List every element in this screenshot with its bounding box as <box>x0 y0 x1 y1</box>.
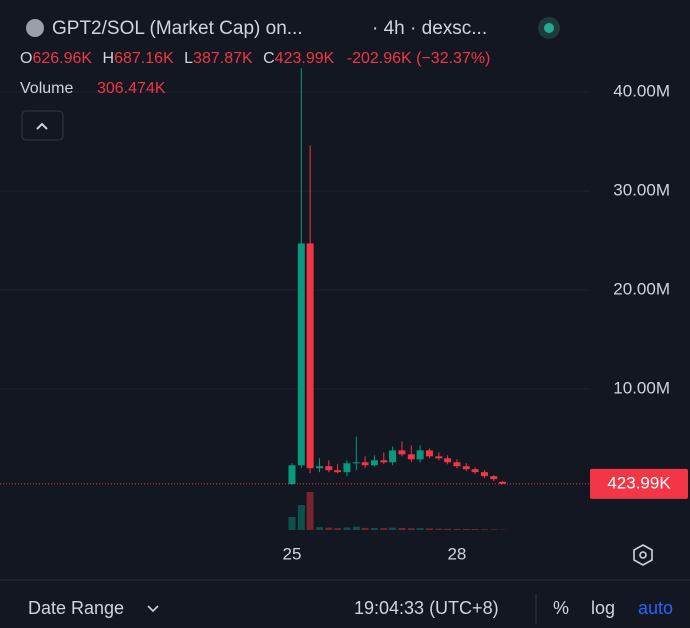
auto-toggle[interactable]: auto <box>638 598 673 618</box>
volume-bar <box>444 528 452 530</box>
candle-body <box>490 476 498 480</box>
volume-bar <box>453 528 461 530</box>
h-value: 687.16K <box>114 50 174 67</box>
candle-body <box>480 472 488 477</box>
c-value: 423.99K <box>275 50 335 67</box>
candle-body <box>288 465 296 485</box>
volume-bar <box>343 527 351 530</box>
candle-body <box>361 462 369 466</box>
volume-value: 306.474K <box>97 80 166 97</box>
volume-bar <box>288 517 296 530</box>
volume-bar <box>471 529 479 530</box>
volume-bar <box>425 528 433 530</box>
gear-hole <box>639 551 647 559</box>
volume-bar <box>306 492 314 530</box>
x-tick-label: 25 <box>283 544 302 563</box>
clock: 19:04:33 (UTC+8) <box>354 598 499 618</box>
interval: · 4h · dexsc... <box>372 18 487 39</box>
volume-bar <box>490 529 498 530</box>
candle-body <box>499 481 507 484</box>
volume-bar <box>325 527 333 530</box>
candle-body <box>352 462 360 464</box>
plot: 10.00M 20.00M 30.00M 40.00M 25 28 423.99K <box>0 68 688 563</box>
volume-bar <box>380 528 388 530</box>
candle-body <box>453 462 461 467</box>
percent-toggle[interactable]: % <box>553 598 569 618</box>
log-toggle[interactable]: log <box>591 598 615 618</box>
volume-bar <box>435 528 443 530</box>
y-tick-label: 20.00M <box>613 279 670 298</box>
volume-bar <box>416 528 424 530</box>
y-tick-label: 10.00M <box>613 378 670 397</box>
candle-body <box>306 243 314 469</box>
candle-body <box>380 460 388 463</box>
o-value: 626.96K <box>32 50 92 67</box>
change: -202.96K (−32.37%) <box>347 50 491 67</box>
volume-bar <box>297 505 305 530</box>
volume-bar <box>407 528 415 530</box>
y-tick-label: 30.00M <box>613 180 670 199</box>
collapse-button[interactable] <box>21 110 64 141</box>
candle-body <box>315 466 323 469</box>
token-icon <box>26 19 44 37</box>
volume-key: Volume <box>20 80 73 97</box>
candle-body <box>343 463 351 473</box>
candle-body <box>370 460 378 466</box>
candle-body <box>462 466 470 470</box>
y-tick-label: 40.00M <box>613 81 670 100</box>
settings[interactable] <box>633 544 653 566</box>
candle-body <box>407 454 415 460</box>
last-price-label: 423.99K <box>607 473 671 492</box>
candle-body <box>471 469 479 473</box>
o-key: O <box>20 50 32 67</box>
candle-body <box>389 450 397 463</box>
ohlc: O626.96K H687.16K L387.87K C423.99K -202… <box>20 50 490 67</box>
volume-bar <box>352 526 360 530</box>
gear[interactable] <box>633 544 653 566</box>
date-range-chevron[interactable] <box>147 605 159 613</box>
h-key: H <box>103 50 115 67</box>
symbol: GPT2/SOL (Market Cap) on... <box>52 18 303 39</box>
volume-bar <box>398 527 406 530</box>
last-price-box <box>590 468 688 499</box>
candle-body <box>416 450 424 460</box>
candle-body <box>325 466 333 471</box>
date-range[interactable]: Date Range <box>28 598 124 618</box>
x-tick-label: 28 <box>447 544 466 563</box>
candle-body <box>444 458 452 463</box>
volume-bar <box>361 527 369 530</box>
volume-bar <box>370 528 378 530</box>
candle-body <box>398 450 406 455</box>
candle-body <box>297 243 305 466</box>
volume-bar <box>480 529 488 530</box>
l-value: 387.87K <box>193 50 253 67</box>
volume-bar <box>334 528 342 530</box>
volume-bar <box>315 527 323 530</box>
volume-bar <box>462 529 470 530</box>
c-key: C <box>263 50 275 67</box>
candle-body <box>435 456 443 459</box>
l-key: L <box>184 50 193 67</box>
status-dot <box>544 23 554 33</box>
candle-body <box>334 470 342 473</box>
volume-bar <box>389 527 397 530</box>
collapse-chevron <box>36 122 48 130</box>
candle-body <box>425 450 433 457</box>
